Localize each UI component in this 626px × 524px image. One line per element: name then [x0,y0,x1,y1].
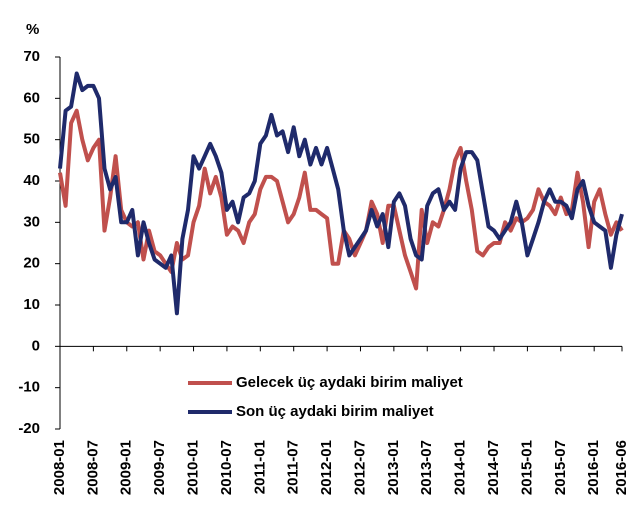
y-tick-label: 20 [23,255,40,272]
x-tick-label: 2016-06 [613,440,626,495]
y-tick-label: 70 [23,48,40,65]
x-tick-label: 2013-07 [418,440,435,495]
x-tick-label: 2015-07 [552,440,569,495]
x-tick-label: 2008-01 [51,440,68,495]
line-series [58,108,624,291]
y-tick-label: -20 [18,420,40,437]
x-tick-label: 2010-01 [185,440,202,495]
y-tick-label: 50 [23,131,40,148]
y-tick-label: 10 [23,296,40,313]
legend-label: Son üç aydaki birim maliyet [236,403,434,420]
x-tick-label: 2011-07 [285,440,302,494]
x-tick-label: 2011-01 [251,440,268,494]
y-tick-label: 30 [23,213,40,230]
x-tick-label: 2008-07 [84,440,101,495]
legend-label: Gelecek üç aydaki birim maliyet [236,374,463,391]
y-tick-label: -10 [18,379,40,396]
x-tick-label: 2014-07 [485,440,502,495]
y-tick-label: 0 [32,337,40,354]
line-series [58,71,624,316]
x-tick-label: 2015-01 [518,440,535,495]
x-tick-label: 2009-07 [151,440,168,495]
x-tick-label: 2009-01 [118,440,135,495]
x-tick-label: 2012-01 [318,440,335,495]
x-tick-label: 2013-01 [385,440,402,495]
x-tick-label: 2014-01 [452,440,469,495]
x-tick-label: 2012-07 [351,440,368,495]
y-tick-label: 60 [23,89,40,106]
y-tick-label: 40 [23,172,40,189]
x-tick-label: 2010-07 [218,440,235,495]
y-axis-label: % [26,21,39,38]
x-tick-label: 2016-01 [585,440,602,495]
